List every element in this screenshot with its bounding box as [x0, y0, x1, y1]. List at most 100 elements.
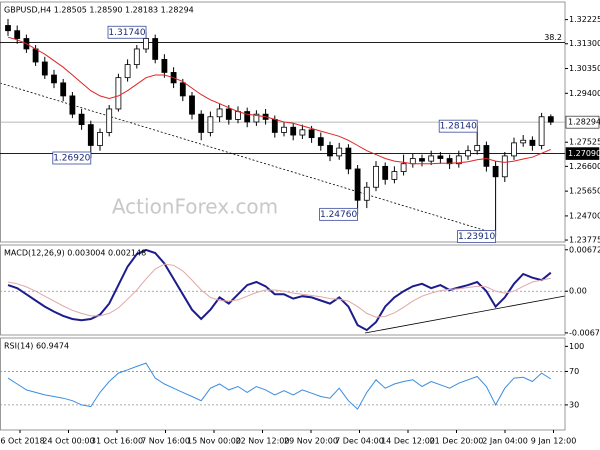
x-tick-label: 22 Nov 12:00	[236, 437, 290, 446]
x-tick-label: 15 Nov 00:00	[187, 437, 241, 446]
x-tick-label: 24 Oct 00:00	[42, 437, 94, 446]
price-marker	[565, 147, 600, 160]
y-tick-label: 0.00	[569, 287, 587, 296]
x-tick-label: 21 Dec 20:00	[430, 437, 484, 446]
x-tick-label: 7 Nov 16:00	[141, 437, 190, 446]
candle-body	[161, 58, 168, 73]
candle-body	[143, 38, 149, 50]
x-tick-label: 29 Nov 20:00	[284, 437, 338, 446]
candle-body	[354, 168, 361, 201]
y-tick-label: 0.006729	[569, 245, 600, 254]
price-marker-label: 1.27090	[568, 149, 600, 158]
candle-body	[299, 129, 306, 136]
candle-body	[115, 77, 122, 110]
candle-body	[32, 48, 39, 63]
candle-body	[511, 142, 517, 157]
candle-body	[336, 147, 343, 157]
candle-body	[189, 95, 195, 115]
candle-body	[87, 124, 94, 146]
price-marker	[565, 115, 600, 129]
candle-body	[455, 155, 462, 165]
x-tick-label: 31 Oct 16:00	[91, 437, 143, 446]
candle-body	[133, 48, 140, 66]
candle-body	[124, 64, 131, 79]
y-tick-label: 70	[569, 367, 579, 376]
candle-body	[474, 145, 481, 152]
candle-body	[520, 139, 527, 144]
x-tick-label: 16 Oct 2018	[0, 437, 45, 446]
annotation-box	[457, 230, 497, 243]
candle-body	[235, 111, 241, 120]
candle-body	[281, 126, 287, 133]
candle-body	[207, 116, 214, 133]
candle-body	[152, 38, 159, 60]
series-line	[7, 362, 552, 410]
series-line	[7, 36, 551, 165]
annotation-label: 1.24760	[320, 210, 357, 220]
candle-body	[529, 139, 536, 146]
candle-body	[253, 113, 260, 123]
candle-body	[308, 129, 315, 139]
candle-body	[400, 163, 407, 172]
watermark: ActionForex.com	[112, 195, 278, 219]
panel-title: RSI(14) 60.9474	[4, 342, 69, 351]
candle-body	[483, 145, 490, 167]
annotation-box	[52, 151, 92, 165]
candle-body	[14, 30, 21, 39]
panel-frame	[0, 337, 566, 431]
level-label: 38.2	[544, 33, 562, 42]
candle-body	[216, 108, 223, 118]
candle-body	[271, 118, 278, 133]
candle-body	[69, 95, 76, 115]
candle-body	[60, 82, 67, 97]
candle-body	[179, 82, 186, 97]
y-tick-label: -0.006758	[569, 328, 600, 337]
candle-body	[345, 147, 352, 170]
annotation-box	[438, 119, 478, 133]
y-tick-label: 1.27525	[569, 138, 600, 147]
candle-body	[446, 158, 453, 165]
candle-body	[419, 158, 425, 162]
panel-title: GBPUSD,H4 1.28505 1.28590 1.28183 1.2829…	[4, 6, 194, 15]
y-tick-label: 1.31300	[569, 39, 600, 48]
candle-body	[106, 108, 113, 133]
annotation-box	[319, 207, 359, 221]
panel-title: MACD(12,26,9) 0.003004 0.002148	[4, 249, 146, 258]
macd-trend-line	[364, 295, 566, 334]
y-tick-label: 1.32225	[569, 15, 600, 24]
y-tick-label: 1.24700	[569, 211, 600, 220]
candle-body	[363, 186, 370, 201]
candle-body	[225, 108, 232, 120]
x-tick-label: 2 Jan 04:00	[482, 437, 528, 446]
candle-body	[290, 126, 297, 136]
candle-body	[391, 171, 398, 180]
annotation-box	[107, 25, 147, 39]
candle-body	[5, 25, 11, 32]
price-marker-label: 1.28294	[568, 118, 600, 127]
candle-body	[547, 116, 554, 123]
candle-body	[437, 155, 444, 159]
candle-body	[373, 165, 379, 188]
panel-frame	[0, 244, 566, 336]
trend-line	[0, 82, 491, 233]
candle-body	[41, 61, 48, 76]
candle-body	[382, 165, 389, 180]
series-line	[7, 263, 551, 318]
y-tick-label: 1.29400	[569, 89, 600, 98]
y-tick-label: 1.30350	[569, 64, 600, 73]
y-tick-label: 1.26600	[569, 162, 600, 171]
candle-body	[78, 113, 85, 126]
annotation-label: 1.23910	[458, 232, 495, 242]
candle-body	[428, 155, 435, 162]
x-tick-label: 7 Dec 04:00	[335, 437, 384, 446]
candle-body	[501, 155, 508, 178]
candle-body	[317, 137, 324, 146]
y-tick-label: 1.23775	[569, 236, 600, 245]
candle-body	[244, 111, 251, 123]
candle-body	[97, 132, 103, 146]
candle-body	[492, 165, 499, 178]
x-tick-label: 9 Jan 12:00	[531, 437, 577, 446]
